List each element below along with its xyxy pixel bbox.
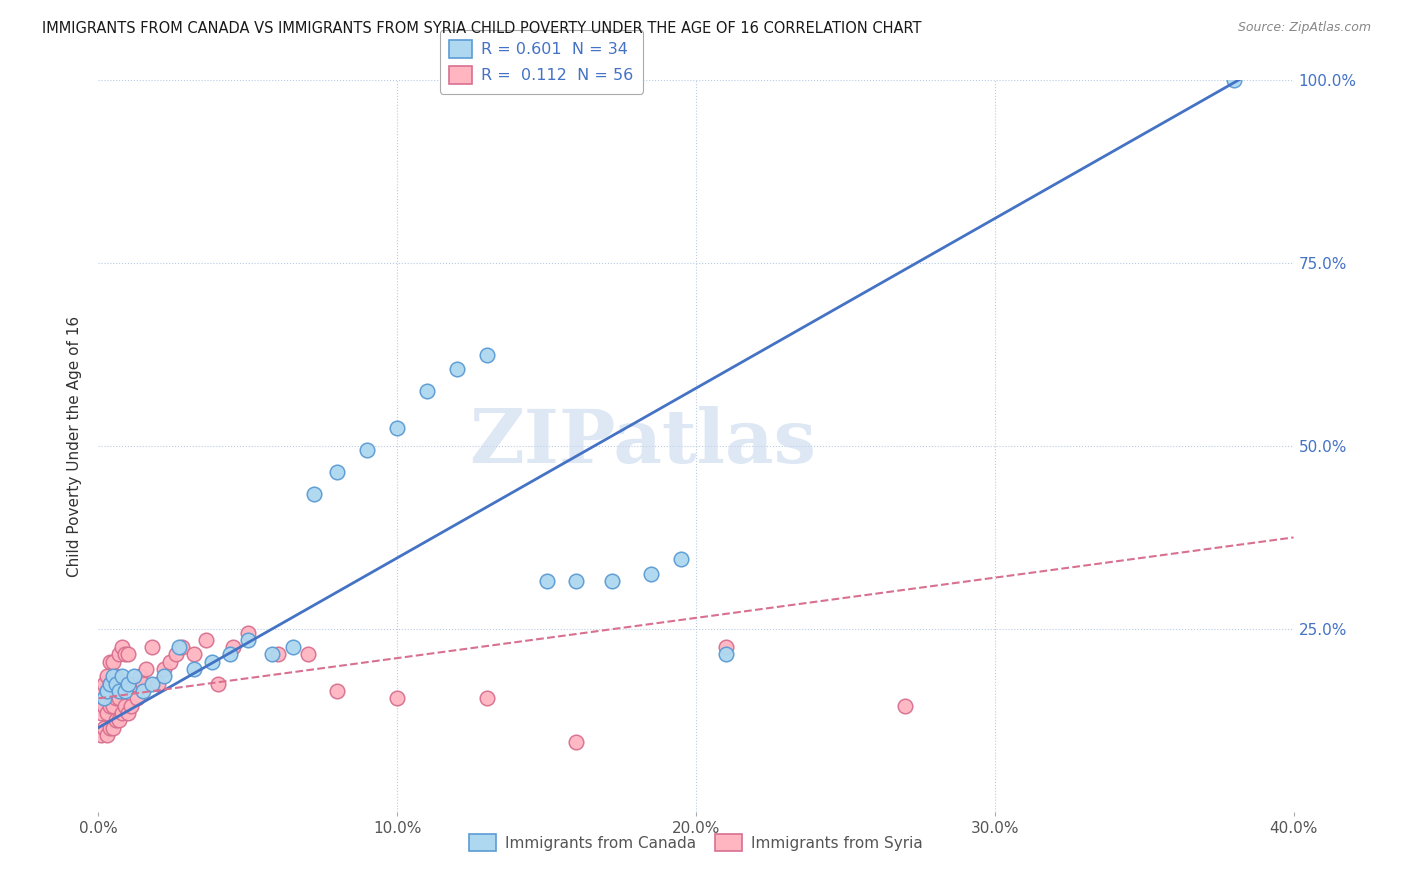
Point	[714, 648, 737, 662]
Point	[105, 714, 128, 728]
Point	[267, 648, 290, 662]
Point	[1223, 73, 1246, 87]
Point	[183, 662, 205, 676]
Point	[111, 640, 134, 655]
Point	[98, 676, 122, 690]
Point	[222, 640, 245, 655]
Point	[114, 648, 136, 662]
Point	[167, 640, 190, 655]
Point	[640, 567, 662, 582]
Point	[446, 362, 468, 376]
Point	[90, 706, 112, 720]
Point	[135, 662, 157, 676]
Point	[93, 676, 115, 690]
Point	[98, 721, 122, 735]
Point	[103, 676, 125, 690]
Text: ZIPatlas: ZIPatlas	[468, 406, 815, 479]
Legend: Immigrants from Canada, Immigrants from Syria: Immigrants from Canada, Immigrants from …	[461, 826, 931, 859]
Point	[108, 691, 131, 706]
Point	[93, 721, 115, 735]
Point	[90, 684, 112, 698]
Point	[127, 691, 149, 706]
Text: Source: ZipAtlas.com: Source: ZipAtlas.com	[1237, 21, 1371, 34]
Point	[201, 655, 224, 669]
Point	[103, 721, 125, 735]
Point	[117, 706, 139, 720]
Point	[103, 655, 125, 669]
Point	[90, 728, 112, 742]
Point	[124, 669, 146, 683]
Point	[207, 676, 229, 690]
Point	[111, 669, 134, 683]
Point	[153, 662, 176, 676]
Point	[602, 574, 624, 589]
Point	[129, 669, 152, 683]
Point	[93, 698, 115, 713]
Point	[96, 684, 118, 698]
Point	[111, 684, 134, 698]
Point	[117, 676, 139, 690]
Point	[105, 669, 128, 683]
Point	[385, 691, 409, 706]
Point	[236, 625, 259, 640]
Point	[103, 669, 125, 683]
Point	[108, 648, 131, 662]
Point	[302, 486, 325, 500]
Point	[124, 676, 146, 690]
Point	[172, 640, 194, 655]
Point	[326, 684, 349, 698]
Point	[475, 691, 498, 706]
Point	[195, 632, 218, 647]
Point	[108, 684, 131, 698]
Point	[714, 640, 737, 655]
Point	[96, 706, 118, 720]
Point	[132, 676, 155, 690]
Point	[165, 648, 187, 662]
Point	[105, 676, 128, 690]
Point	[894, 698, 917, 713]
Point	[103, 698, 125, 713]
Point	[98, 676, 122, 690]
Y-axis label: Child Poverty Under the Age of 16: Child Poverty Under the Age of 16	[67, 316, 83, 576]
Point	[236, 632, 259, 647]
Point	[356, 442, 378, 457]
Point	[114, 684, 136, 698]
Point	[260, 648, 283, 662]
Point	[132, 684, 155, 698]
Point	[183, 648, 205, 662]
Point	[111, 706, 134, 720]
Point	[98, 655, 122, 669]
Point	[96, 669, 118, 683]
Point	[281, 640, 304, 655]
Point	[159, 655, 181, 669]
Point	[96, 684, 118, 698]
Point	[536, 574, 558, 589]
Point	[96, 728, 118, 742]
Point	[114, 698, 136, 713]
Point	[98, 698, 122, 713]
Point	[141, 640, 163, 655]
Point	[117, 648, 139, 662]
Point	[120, 698, 142, 713]
Point	[475, 347, 498, 362]
Point	[416, 384, 439, 399]
Point	[565, 574, 588, 589]
Point	[93, 691, 115, 706]
Point	[297, 648, 319, 662]
Point	[565, 735, 588, 749]
Point	[108, 714, 131, 728]
Point	[148, 676, 170, 690]
Point	[153, 669, 176, 683]
Point	[326, 465, 349, 479]
Point	[141, 676, 163, 690]
Point	[219, 648, 242, 662]
Point	[385, 421, 409, 435]
Text: IMMIGRANTS FROM CANADA VS IMMIGRANTS FROM SYRIA CHILD POVERTY UNDER THE AGE OF 1: IMMIGRANTS FROM CANADA VS IMMIGRANTS FRO…	[42, 21, 922, 36]
Point	[105, 691, 128, 706]
Point	[669, 552, 692, 566]
